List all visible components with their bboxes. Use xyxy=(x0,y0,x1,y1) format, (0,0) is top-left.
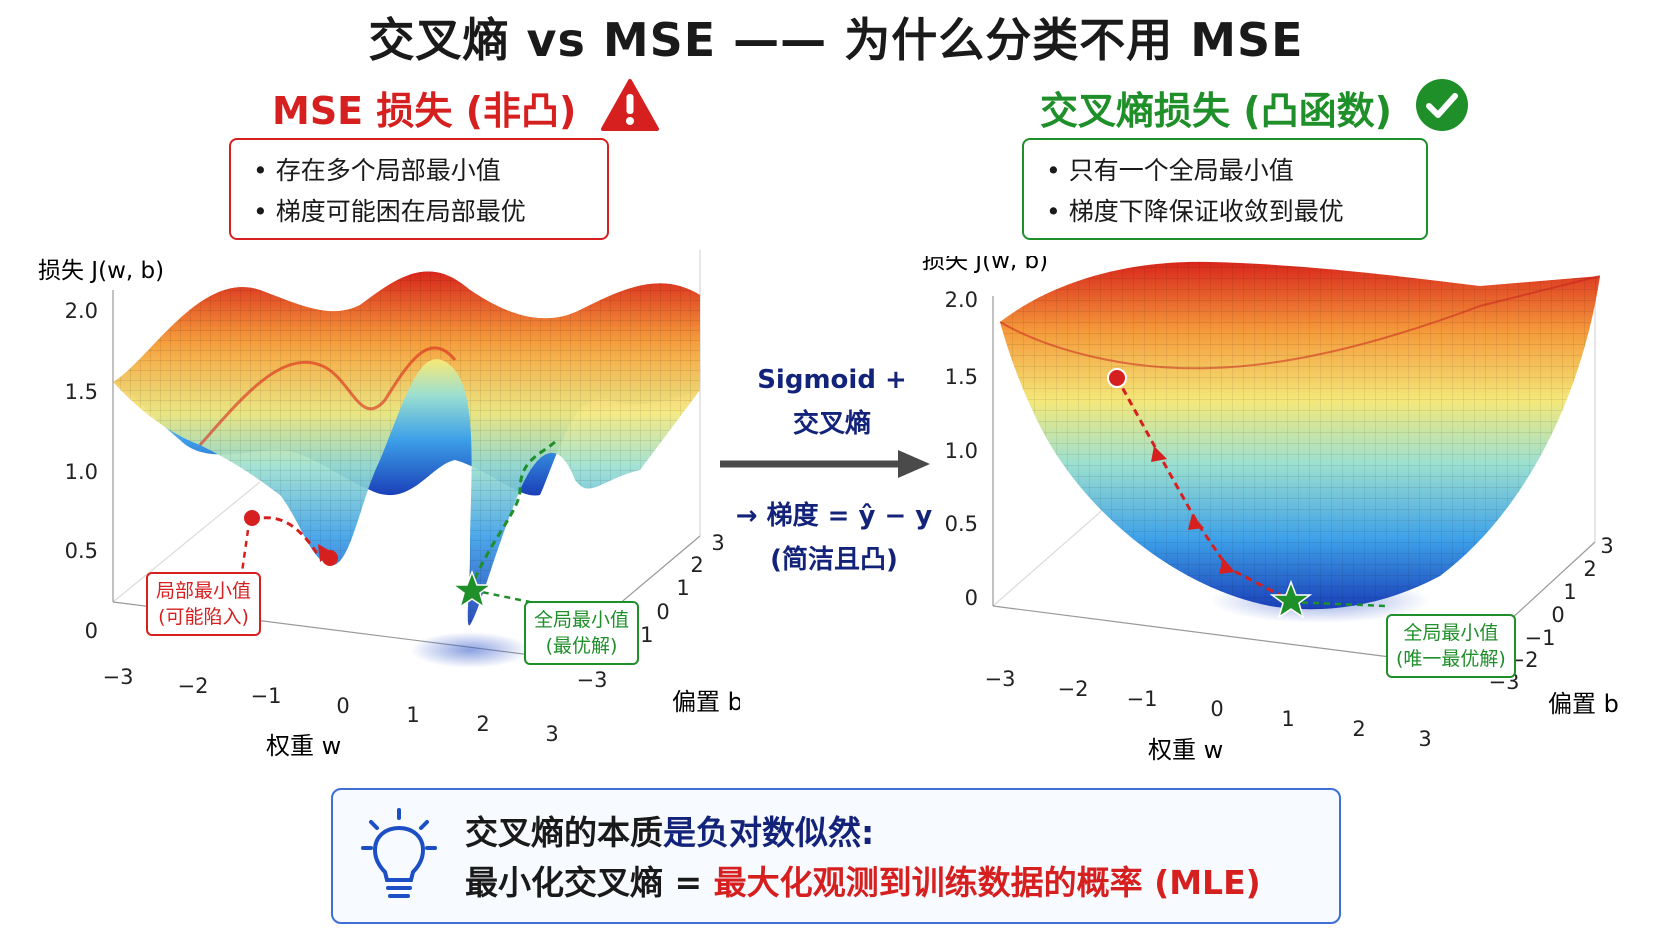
mse-z-ticks: 2.0 1.5 1.0 0.5 0 xyxy=(65,299,98,643)
mse-local-min-annotation: 局部最小值 (可能陷入) xyxy=(146,572,262,636)
ce-w-tick: −1 xyxy=(1127,687,1158,711)
ce-surface xyxy=(999,261,1601,610)
ce-arrowhead-3 xyxy=(1219,558,1235,574)
ce-descent-path xyxy=(1115,377,1283,598)
check-circle-icon xyxy=(1416,79,1469,131)
mse-z-tick: 1.0 xyxy=(65,460,98,484)
insight-line-1-a: 交叉熵的本质 xyxy=(465,813,663,852)
lightbulb-icon xyxy=(361,808,437,898)
ce-global-min-star xyxy=(1269,579,1313,619)
ce-global-min-sublabel: (唯一最优解) xyxy=(1396,648,1506,670)
ce-w-tick: 1 xyxy=(1281,707,1294,731)
mse-w-axis-label: 权重 w xyxy=(266,732,341,760)
ce-z-tick: 1.0 xyxy=(945,439,978,463)
ce-b-tick: 3 xyxy=(1600,534,1613,558)
ce-z-ticks: 2.0 1.5 1.0 0.5 0 xyxy=(945,288,978,610)
insight-line-1: 交叉熵的本质是负对数似然: xyxy=(465,806,874,854)
mse-z-axis-label: 损失 J(w, b) xyxy=(38,258,164,284)
transition-label: Sigmoid + 交叉熵 xyxy=(732,358,932,446)
ce-global-connector xyxy=(1290,600,1386,608)
mse-bullet-2: 梯度可能困在局部最优 xyxy=(253,191,585,232)
mse-z-tick: 0 xyxy=(85,619,98,643)
ce-arrowhead-1 xyxy=(1151,446,1167,462)
mse-global-min-label: 全局最小值 xyxy=(534,609,630,631)
mse-surface xyxy=(113,271,700,626)
ce-w-tick: 3 xyxy=(1418,727,1431,751)
ce-z-tick: 1.5 xyxy=(945,365,978,389)
mse-b-tick: 1 xyxy=(676,576,689,600)
ce-global-min-label: 全局最小值 xyxy=(1403,622,1499,644)
mse-global-min-star xyxy=(450,569,494,609)
mse-w-tick: 1 xyxy=(406,703,419,727)
mse-start-point xyxy=(242,508,262,528)
ce-z-axis-label: 损失 J(w, b) xyxy=(922,256,1048,274)
transition-label-line2: 交叉熵 xyxy=(792,409,871,439)
insight-line-1-b: 是负对数似然: xyxy=(663,813,875,852)
mse-bullet-box: 存在多个局部最小值 梯度可能困在局部最优 xyxy=(229,138,609,240)
ce-b-tick: −1 xyxy=(1525,626,1556,650)
ce-z-tick: 2.0 xyxy=(945,288,978,312)
gradient-note: → 梯度 = ŷ − y (简洁且凸) xyxy=(724,494,944,582)
transition-arrow-icon xyxy=(720,450,930,478)
ce-surface-plot: 2.0 1.5 1.0 0.5 0 损失 J(w, b) −3 −2 −1 0 … xyxy=(922,256,1619,764)
mse-b-tick: 3 xyxy=(711,531,724,555)
mse-title-text: MSE 损失 (非凸) xyxy=(272,89,577,133)
mse-bullet-1: 存在多个局部最小值 xyxy=(253,150,585,191)
mse-w-tick: −3 xyxy=(103,665,134,689)
ce-w-ticks: −3 −2 −1 0 1 2 3 xyxy=(985,667,1432,751)
mse-w-tick: 3 xyxy=(545,722,558,746)
mse-local-min-sublabel: (可能陷入) xyxy=(158,606,249,628)
mse-global-connector xyxy=(471,588,531,604)
mse-local-connector xyxy=(240,529,250,573)
ce-w-tick: −3 xyxy=(985,667,1016,691)
ce-b-tick: 1 xyxy=(1563,580,1576,604)
mse-b-axis-label: 偏置 b xyxy=(672,688,740,716)
mse-local-min-point xyxy=(322,550,338,566)
transition-label-line1: Sigmoid + xyxy=(757,365,907,395)
mse-w-tick: −1 xyxy=(251,684,282,708)
mse-min-shadow xyxy=(410,632,530,668)
mse-w-tick: 2 xyxy=(476,712,489,736)
mse-w-ticks: −3 −2 −1 0 1 2 3 xyxy=(103,665,559,746)
mse-z-tick: 0.5 xyxy=(65,539,98,563)
ce-b-tick: 0 xyxy=(1551,603,1564,627)
mse-local-min-label: 局部最小值 xyxy=(156,580,252,602)
mse-b-tick: 2 xyxy=(690,553,703,577)
mse-w-tick: 0 xyxy=(336,694,349,718)
page-title: 交叉熵 vs MSE —— 为什么分类不用 MSE xyxy=(368,13,1304,67)
mse-b-tick: −3 xyxy=(577,668,608,692)
mse-global-min-sublabel: (最优解) xyxy=(545,635,618,657)
mse-panel-title: MSE 损失 (非凸) xyxy=(272,78,660,135)
gradient-note-sub: (简洁且凸) xyxy=(770,545,898,575)
mse-global-min-annotation: 全局最小值 (最优解) xyxy=(524,601,640,665)
ce-w-axis-label: 权重 w xyxy=(1148,736,1223,764)
ce-arrowhead-2 xyxy=(1188,514,1204,530)
warning-triangle-icon xyxy=(600,79,659,131)
insight-line-2-b: 最大化观测到训练数据的概率 (MLE) xyxy=(713,863,1261,902)
mse-global-path xyxy=(468,440,556,591)
ce-global-min-annotation: 全局最小值 (唯一最优解) xyxy=(1386,614,1516,678)
mse-surface-plot: 2.0 1.5 1.0 0.5 0 损失 J(w, b) −3 −2 −1 0 … xyxy=(38,250,740,760)
ce-title-text: 交叉熵损失 (凸函数) xyxy=(1040,89,1392,133)
gradient-formula: → 梯度 = ŷ − y xyxy=(735,501,933,531)
ce-bullet-box: 只有一个全局最小值 梯度下降保证收敛到最优 xyxy=(1022,138,1428,240)
ce-b-tick: 2 xyxy=(1583,557,1596,581)
ce-z-tick: 0 xyxy=(965,586,978,610)
mse-w-tick: −2 xyxy=(178,674,209,698)
ce-w-tick: 0 xyxy=(1210,697,1223,721)
ce-w-tick: 2 xyxy=(1352,717,1365,741)
ce-bullet-2: 梯度下降保证收敛到最优 xyxy=(1046,191,1404,232)
ce-bullet-1: 只有一个全局最小值 xyxy=(1046,150,1404,191)
ce-z-tick: 0.5 xyxy=(945,512,978,536)
ce-w-tick: −2 xyxy=(1058,677,1089,701)
ce-start-point xyxy=(1107,368,1127,388)
ce-panel-title: 交叉熵损失 (凸函数) xyxy=(1040,78,1469,135)
mse-b-tick: 0 xyxy=(656,600,669,624)
insight-box xyxy=(331,788,1341,924)
mse-z-tick: 2.0 xyxy=(65,299,98,323)
insight-line-2: 最小化交叉熵 = 最大化观测到训练数据的概率 (MLE) xyxy=(465,856,1261,904)
insight-line-2-a: 最小化交叉熵 = xyxy=(465,863,714,902)
ce-b-axis-label: 偏置 b xyxy=(1548,690,1619,718)
mse-z-tick: 1.5 xyxy=(65,380,98,404)
